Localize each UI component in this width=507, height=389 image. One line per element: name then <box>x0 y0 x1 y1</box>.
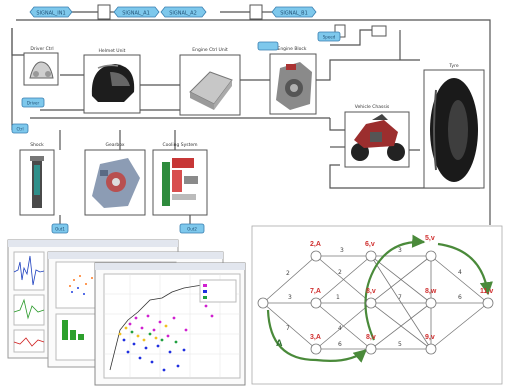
block-gearbox-label: Gearbox <box>106 142 125 148</box>
block-gearbox: Gearbox <box>84 142 146 216</box>
node-3 <box>425 250 437 262</box>
node-6 <box>365 297 377 309</box>
network-panel <box>251 225 503 385</box>
plot-window-3 <box>94 262 246 386</box>
edge-weight-4: 3 <box>340 247 344 254</box>
node-1-label: 2,A <box>310 241 321 248</box>
block-helmet: Helmet Unit <box>83 48 141 114</box>
node-2 <box>365 250 377 262</box>
edge-weight-6: 1 <box>336 294 340 301</box>
edge-weight-12: 4 <box>458 269 462 276</box>
top-tag-3-label: SIGNAL_A2 <box>169 11 197 17</box>
edge-weights: 2 3 7 3 2 1 4 6 3 7 5 4 6 <box>286 247 462 348</box>
block-engine: Engine Block <box>269 46 317 115</box>
top-tag-4: SIGNAL_B1 <box>271 6 317 18</box>
small-tag-2-label: Ctrl <box>16 127 23 132</box>
block-diagram: SIGNAL_IN1 SIGNAL_A1 SIGNAL_A2 SIGNAL_B1… <box>11 4 491 234</box>
edge-weight-10: 7 <box>398 294 402 301</box>
node-9 <box>310 343 322 355</box>
node-9-label: 3,A <box>310 334 321 341</box>
small-tag-3: Out1 <box>51 223 69 234</box>
small-tag-5: Speed <box>317 31 341 42</box>
node-5-label: 7,A <box>310 288 321 295</box>
node-7 <box>425 297 437 309</box>
node-11-label: 9,v <box>425 334 435 341</box>
node-10-label: 8,v <box>366 334 376 341</box>
node-end <box>482 297 494 309</box>
top-tag-1: SIGNAL_IN1 <box>29 6 73 18</box>
path-label: A <box>276 338 283 348</box>
block-driver-label: Driver Ctrl <box>30 46 53 52</box>
block-helmet-label: Helmet Unit <box>99 48 126 54</box>
block-ecu-label: Engine Ctrl Unit <box>192 47 228 53</box>
gain-block <box>249 4 263 20</box>
signal-lines <box>11 11 491 225</box>
node-start <box>257 297 269 309</box>
node-end-label: 11,v <box>480 288 493 295</box>
block-shock-label: Shock <box>30 142 44 148</box>
network-nodes <box>257 250 494 355</box>
critical-path <box>266 234 493 363</box>
block-chassis: Vehicle Chassis <box>344 104 410 168</box>
small-tag-1-label: Driver <box>27 101 40 106</box>
top-tag-2: SIGNAL_A1 <box>113 6 160 18</box>
network-edges <box>262 254 489 351</box>
edge-weight-2: 3 <box>288 294 292 301</box>
top-tag-3: SIGNAL_A2 <box>160 6 207 18</box>
node-6-label: 8,v <box>366 288 376 295</box>
small-tag-5-label: Speed <box>323 35 336 40</box>
network-diagram: 2 3 7 3 2 1 4 6 3 7 5 4 6 <box>251 225 503 385</box>
block-ecu: Engine Ctrl Unit <box>179 47 241 116</box>
node-2-label: 6,v <box>365 241 375 248</box>
small-tag-4: Out2 <box>179 223 205 234</box>
node-labels: 2,A 6,v 5,v 7,A 8,v 8,w 3,A 8,v 9,v 11,v <box>310 235 493 341</box>
small-tag-2: Ctrl <box>11 123 29 134</box>
edge-weight-5: 2 <box>338 269 342 276</box>
engine-input-tag <box>257 41 279 51</box>
node-1 <box>310 250 322 262</box>
edge-weight-7: 4 <box>338 325 342 332</box>
top-tag-4-label: SIGNAL_B1 <box>280 11 308 17</box>
edge-weight-11: 5 <box>398 341 402 348</box>
edge-weight-8: 6 <box>338 341 342 348</box>
node-10 <box>365 343 377 355</box>
top-tag-1-label: SIGNAL_IN1 <box>36 11 65 17</box>
edge-weight-3: 7 <box>286 325 290 332</box>
plot-stack <box>7 239 246 386</box>
block-cooling-label: Cooling System <box>162 142 197 148</box>
small-tag-3-label: Out1 <box>55 227 65 232</box>
mux-block <box>97 4 111 20</box>
top-tag-2-label: SIGNAL_A1 <box>122 11 150 17</box>
block-driver: Driver Ctrl <box>23 46 59 86</box>
block-tyre-label: Tyre <box>448 63 458 69</box>
edge-weight-13: 6 <box>458 294 462 301</box>
block-engine-label: Engine Block <box>277 46 306 52</box>
block-chassis-label: Vehicle Chassis <box>355 104 390 110</box>
small-tag-1: Driver <box>21 97 45 108</box>
block-tyre: Tyre <box>423 63 485 189</box>
node-7-label: 8,w <box>425 288 437 295</box>
node-3-label: 5,v <box>425 235 435 242</box>
node-11 <box>425 343 437 355</box>
edge-weight-9: 3 <box>398 247 402 254</box>
plot-legend <box>199 279 237 303</box>
node-5 <box>310 297 322 309</box>
block-cooling: Cooling System <box>152 142 208 216</box>
block-shock: Shock <box>19 142 55 216</box>
edge-weight-1: 2 <box>286 270 290 277</box>
small-tag-4-label: Out2 <box>187 227 197 232</box>
scope-block <box>371 25 387 37</box>
